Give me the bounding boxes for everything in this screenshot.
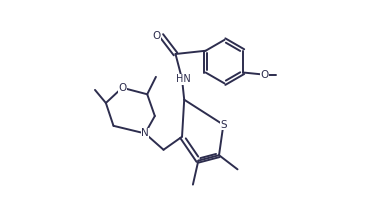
Text: O: O xyxy=(261,70,269,80)
Text: O: O xyxy=(118,83,126,93)
Text: S: S xyxy=(220,120,227,130)
Text: HN: HN xyxy=(176,74,191,84)
Text: O: O xyxy=(152,30,161,41)
Text: N: N xyxy=(141,128,149,138)
